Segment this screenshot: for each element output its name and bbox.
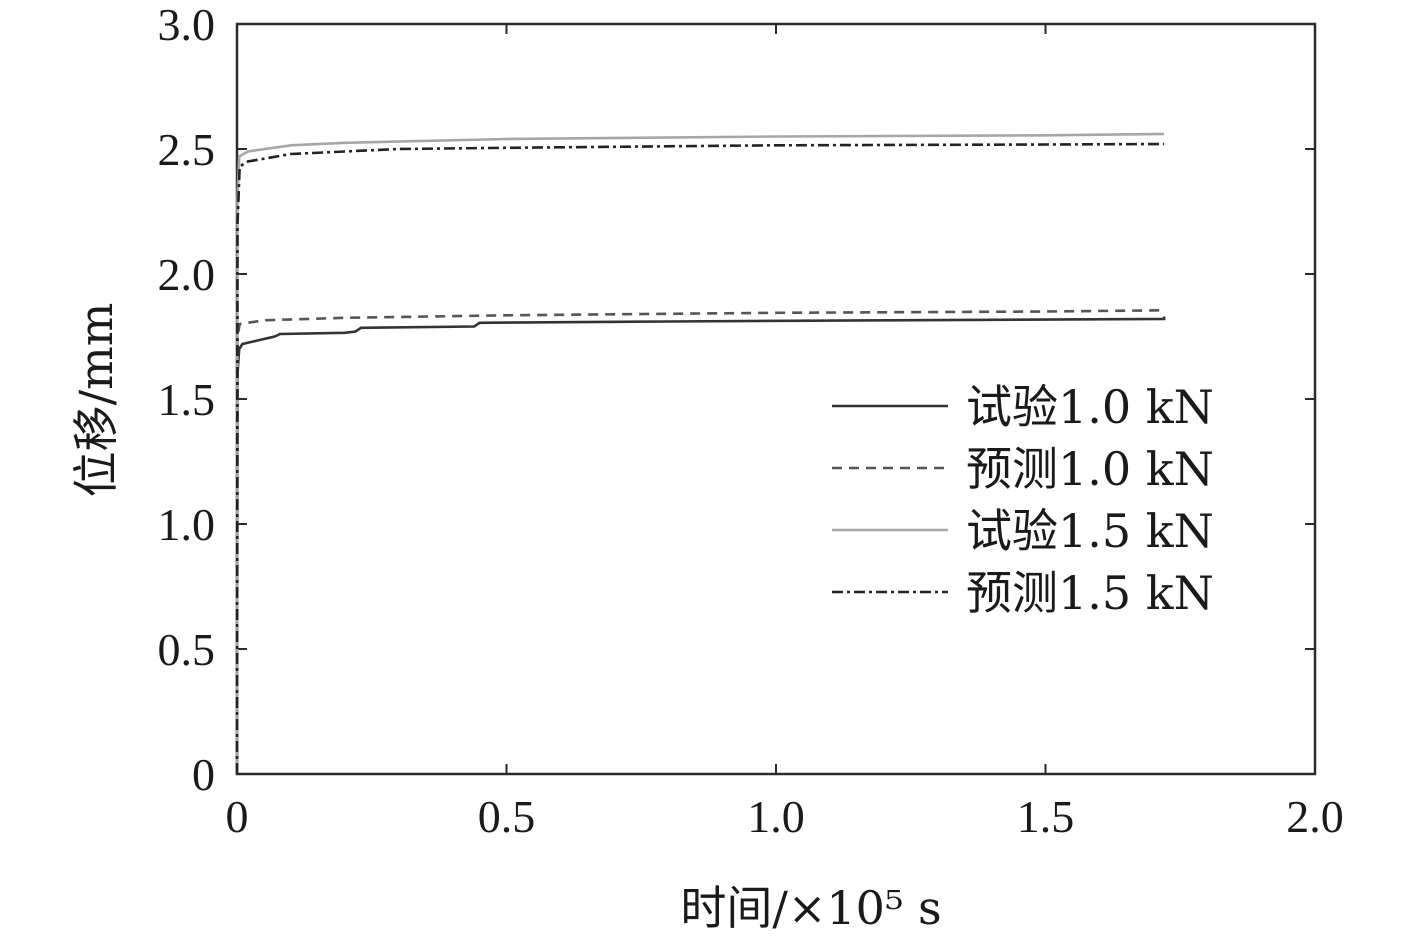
y-tick-label: 0: [192, 749, 215, 800]
y-tick-label: 0.5: [158, 624, 216, 675]
y-tick-label: 2.5: [158, 124, 216, 175]
x-axis-title: 时间/×10⁵ s: [680, 881, 941, 935]
series-line-1: [235, 316, 1166, 775]
y-axis-title: 位移/mm: [69, 303, 123, 498]
x-tick-label: 1.5: [1017, 791, 1075, 842]
y-tick-label: 2.0: [158, 249, 216, 300]
x-tick-label: 0: [226, 791, 249, 842]
x-tick-label: 0.5: [478, 791, 536, 842]
x-tick-label: 1.0: [747, 791, 805, 842]
series-lines: [235, 132, 1166, 775]
y-tick-label: 1.0: [158, 499, 216, 550]
series-line-4: [235, 142, 1165, 775]
legend: 试验1.0 kN 预测1.0 kN 试验1.5 kN 预测1.5 kN: [832, 380, 1214, 620]
legend-label-2: 预测1.0 kN: [966, 442, 1214, 496]
legend-label-3: 试验1.5 kN: [966, 504, 1214, 558]
x-tick-label: 2.0: [1286, 791, 1344, 842]
axis-ticks: 0 0.5 1.0 1.5 2.0 0 0.5 1.0 1.5 2.0 2.5 3.0: [158, 0, 1344, 842]
legend-label-1: 试验1.0 kN: [966, 380, 1214, 434]
y-tick-label: 1.5: [158, 374, 216, 425]
legend-label-4: 预测1.5 kN: [966, 566, 1214, 620]
y-tick-label: 3.0: [158, 0, 216, 50]
